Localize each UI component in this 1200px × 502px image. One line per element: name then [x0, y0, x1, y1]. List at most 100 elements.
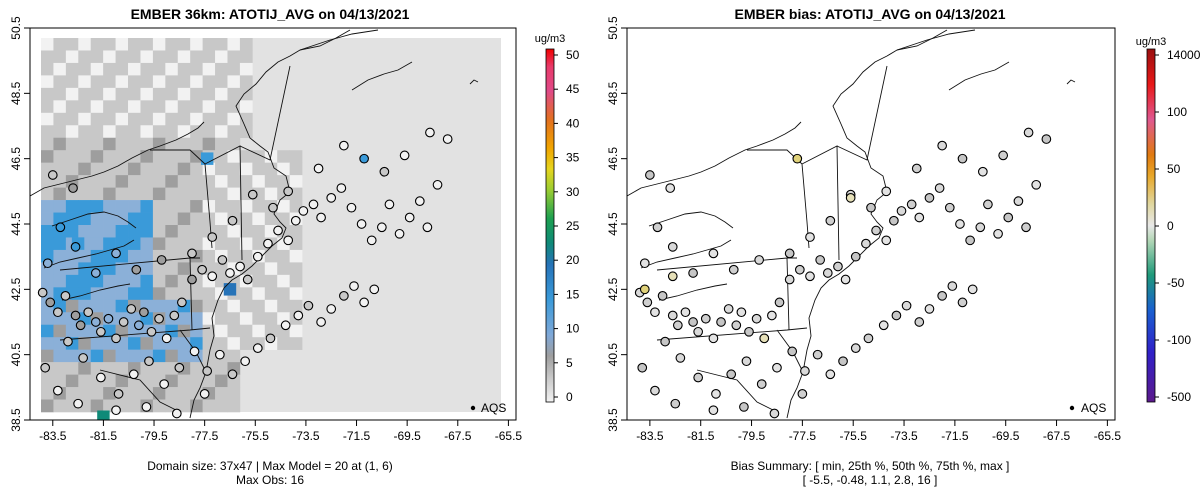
bias-station-marker-highlight [792, 153, 803, 164]
grid-cell [190, 162, 203, 176]
grid-cell [227, 150, 241, 163]
grid-cell-hotspot [97, 410, 110, 420]
grid-cell [252, 162, 266, 176]
grid-cell [140, 374, 154, 388]
grid-cell [277, 274, 290, 288]
grid-cell [165, 237, 179, 251]
station-marker [113, 389, 124, 399]
grid-cell [103, 362, 116, 375]
left-basemap [30, 29, 479, 419]
station-marker [70, 242, 81, 252]
grid-cell [53, 137, 67, 151]
right-great-lakes-shore [627, 121, 802, 301]
grid-cell [128, 87, 141, 101]
grid-cell [190, 137, 203, 151]
grid-cell [152, 237, 166, 251]
grid-cell [202, 399, 216, 413]
station-marker [303, 300, 314, 311]
grid-cell [252, 312, 266, 326]
left-x-tick-label: -69.5 [393, 429, 421, 443]
grid-cell [128, 112, 141, 126]
grid-cell [90, 362, 104, 375]
grid-cell [277, 287, 290, 301]
station-marker [359, 297, 369, 308]
grid-cell [115, 287, 129, 301]
station-marker [442, 134, 453, 144]
bias-station-marker [726, 369, 737, 380]
grid-cell [227, 299, 241, 313]
grid-cell [103, 125, 116, 139]
grid-cell [152, 187, 166, 201]
grid-cell [140, 225, 154, 238]
bias-station-marker [937, 291, 948, 301]
bias-station-marker [812, 349, 823, 360]
grid-cell [78, 112, 92, 126]
right-footer-line-1: Bias Summary: [ min, 25th %, 50th %, 75t… [731, 459, 1010, 473]
grid-cell [239, 162, 253, 176]
station-marker [225, 268, 235, 278]
grid-cell [140, 200, 154, 213]
bias-station-marker [665, 183, 676, 193]
grid-cell [165, 150, 179, 163]
grid-cell [165, 212, 179, 226]
grid-cell [152, 75, 166, 89]
grid-cell [227, 349, 241, 363]
bias-station-marker [840, 274, 851, 285]
grid-cell [78, 337, 92, 350]
grid-cell [115, 187, 129, 201]
grid-cell [65, 162, 79, 176]
grid-cell [41, 75, 54, 89]
bias-station-marker [751, 313, 762, 324]
bias-station-marker [1023, 127, 1034, 138]
station-marker [346, 202, 357, 213]
grid-cell [90, 125, 104, 139]
grid-cell [264, 249, 278, 263]
bias-station-marker [965, 235, 975, 246]
station-marker [131, 264, 142, 275]
grid-cell [41, 225, 54, 238]
grid-cell [227, 225, 241, 238]
grid-cell [128, 287, 141, 301]
left-map-area [30, 28, 516, 420]
colorbar-tick-label: 0 [566, 390, 573, 404]
station-marker [252, 343, 263, 353]
grid-cell [103, 274, 116, 288]
bias-station-marker [688, 268, 698, 278]
bias-station-marker [1021, 222, 1031, 233]
grid-cell [152, 299, 166, 313]
bias-station-marker [675, 353, 686, 363]
grid-cell [90, 387, 104, 400]
left-x-tick-label: -73.5 [292, 429, 320, 443]
grid-cell [78, 374, 92, 388]
bias-station-marker [650, 307, 660, 318]
grid-cell [264, 262, 278, 276]
grid-cell [65, 150, 79, 163]
station-marker [366, 235, 377, 246]
grid-cell [190, 237, 203, 251]
grid-cell [215, 212, 228, 226]
grid-cell [215, 50, 228, 64]
bias-station-marker [838, 356, 848, 367]
bias-station-marker [670, 398, 681, 409]
grid-cell [165, 274, 179, 288]
station-marker [273, 225, 283, 236]
station-marker [177, 297, 187, 308]
grid-cell [227, 137, 241, 151]
grid-cell [165, 162, 179, 176]
grid-cell [65, 374, 79, 388]
station-marker [394, 228, 405, 239]
grid-cell [128, 200, 141, 213]
left-footer-line-2: Max Obs: 16 [236, 473, 304, 487]
grid-cell [90, 337, 104, 350]
grid-cell [53, 112, 67, 126]
grid-cell [140, 387, 154, 400]
grid-cell [140, 237, 154, 251]
left-nova-scotia [469, 79, 479, 85]
grid-cell [90, 225, 104, 238]
grid-cell [227, 324, 241, 338]
grid-cell [202, 100, 216, 114]
station-marker [83, 307, 94, 318]
station-marker [379, 166, 390, 177]
grid-cell [165, 249, 179, 263]
grid-cell [239, 312, 253, 326]
